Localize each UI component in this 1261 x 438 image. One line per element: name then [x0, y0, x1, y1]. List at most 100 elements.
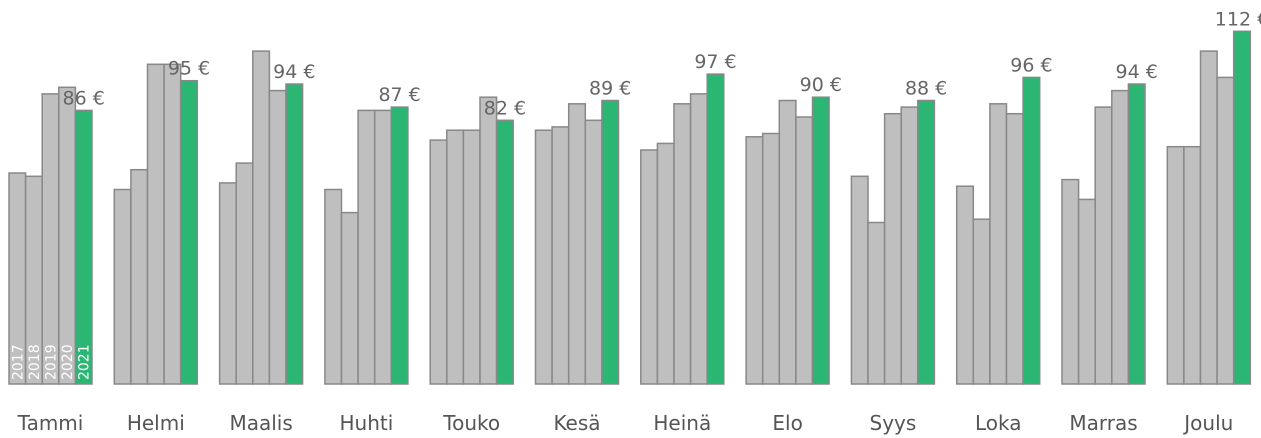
bar-Joulu-2017 [1166, 145, 1185, 385]
bar-Maalis-2021 [285, 83, 304, 385]
bar-Helmi-2019 [146, 63, 165, 385]
bar-Syys-2021 [917, 99, 936, 385]
value-label-Helmi: 95 € [168, 58, 210, 80]
value-label-Heinä: 97 € [694, 51, 736, 73]
month-label-Syys: Syys [870, 411, 917, 435]
bar-Maalis-2017 [218, 182, 237, 385]
month-group-5: 89 € Kesä [534, 78, 631, 435]
year-label-2018: 2018 [27, 344, 43, 380]
bar-Touko-2017 [429, 139, 448, 385]
value-label-Tammi: 86 € [63, 87, 105, 109]
year-label-2021: 2021 [77, 344, 93, 380]
bar-Joulu-2018 [1183, 145, 1202, 385]
bar-Helmi-2017 [113, 188, 132, 385]
bar-Syys-2017 [850, 175, 869, 385]
month-label-Elo: Elo [772, 411, 802, 435]
month-group-11: 112 € Joulu [1166, 8, 1261, 435]
value-label-Maalis: 94 € [273, 61, 315, 83]
bar-Loka-2020 [1005, 112, 1024, 385]
month-label-Tammi: Tammi [17, 411, 84, 435]
bar-Helmi-2020 [163, 63, 182, 385]
bar-Maalis-2018 [235, 162, 254, 385]
bar-Elo-2021 [811, 96, 830, 385]
bar-Tammi-2019 [41, 93, 60, 385]
bar-Heinä-2021 [706, 73, 725, 385]
bar-Kesä-2021 [601, 99, 620, 385]
bar-Loka-2017 [955, 185, 975, 385]
month-group-2: 94 € Maalis [218, 50, 315, 435]
month-group-1: 95 € Helmi [113, 58, 210, 435]
value-label-Kesä: 89 € [589, 78, 631, 100]
bar-Elo-2018 [761, 132, 781, 385]
value-label-Marras: 94 € [1116, 61, 1158, 83]
bar-Elo-2017 [745, 136, 764, 385]
bar-Loka-2021 [1022, 76, 1041, 385]
month-label-Kesä: Kesä [553, 411, 600, 435]
month-group-3: 87 € Huhti [324, 84, 421, 435]
bar-Maalis-2019 [252, 50, 271, 385]
bar-Huhti-2020 [373, 109, 393, 385]
value-label-Syys: 88 € [905, 78, 947, 100]
bar-Kesä-2019 [567, 103, 587, 385]
month-group-10: 94 € Marras [1061, 61, 1158, 435]
bar-Marras-2021 [1127, 83, 1146, 385]
bar-Marras-2017 [1061, 178, 1080, 385]
bar-Joulu-2021 [1232, 30, 1252, 385]
bar-Heinä-2019 [673, 103, 692, 385]
bar-Touko-2018 [446, 129, 465, 385]
value-label-Touko: 82 € [484, 97, 526, 119]
bar-Helmi-2018 [130, 168, 149, 385]
value-label-Loka: 96 € [1010, 54, 1052, 76]
bar-Helmi-2021 [179, 79, 199, 385]
month-label-Marras: Marras [1069, 411, 1137, 435]
bar-Joulu-2019 [1199, 50, 1218, 385]
bar-Marras-2019 [1094, 106, 1113, 385]
month-label-Maalis: Maalis [229, 411, 292, 435]
bar-Syys-2018 [867, 221, 886, 385]
month-label-Loka: Loka [975, 411, 1022, 435]
bar-Huhti-2018 [340, 211, 359, 385]
bar-Loka-2019 [989, 103, 1008, 385]
bar-Huhti-2021 [390, 106, 409, 385]
month-group-8: 88 € Syys [850, 78, 947, 435]
month-label-Huhti: Huhti [340, 411, 394, 435]
month-group-0: 86 € Tammi [8, 86, 105, 435]
bar-Marras-2018 [1077, 198, 1096, 385]
year-label-2019: 2019 [44, 344, 60, 380]
month-label-Helmi: Helmi [127, 411, 185, 435]
year-label-2020: 2020 [60, 344, 76, 380]
bar-Heinä-2017 [640, 149, 659, 385]
month-group-9: 96 € Loka [955, 54, 1053, 435]
month-group-6: 97 € Heinä [640, 51, 737, 435]
bar-Kesä-2020 [584, 119, 603, 385]
bar-Syys-2019 [883, 112, 902, 385]
bar-Marras-2020 [1111, 89, 1130, 385]
value-label-Joulu: 112 € [1215, 8, 1261, 30]
month-group-4: 82 € Touko [429, 96, 526, 435]
bar-Joulu-2020 [1216, 76, 1235, 385]
bar-Tammi-2020 [58, 86, 77, 385]
year-label-2017: 2017 [10, 344, 26, 380]
value-label-Huhti: 87 € [378, 84, 420, 106]
month-label-Touko: Touko [442, 411, 500, 435]
month-label-Joulu: Joulu [1182, 411, 1233, 435]
bar-Elo-2020 [795, 116, 814, 385]
month-group-7: 90 € Elo [745, 74, 842, 435]
bar-Elo-2019 [778, 99, 797, 385]
bar-Huhti-2019 [357, 109, 376, 385]
bar-Touko-2019 [462, 129, 481, 385]
bar-Kesä-2017 [534, 129, 553, 385]
bar-Syys-2020 [900, 106, 919, 385]
bar-Heinä-2018 [656, 142, 675, 385]
month-label-Heinä: Heinä [653, 411, 711, 435]
bar-Touko-2020 [479, 96, 498, 385]
bar-Kesä-2018 [551, 126, 570, 385]
bar-Tammi-2021 [74, 109, 93, 385]
bar-Touko-2021 [495, 119, 514, 385]
bar-Heinä-2020 [689, 93, 708, 385]
bar-Huhti-2017 [324, 188, 343, 385]
value-label-Elo: 90 € [800, 74, 842, 96]
bar-Loka-2018 [972, 218, 991, 385]
bar-Maalis-2020 [268, 89, 287, 385]
